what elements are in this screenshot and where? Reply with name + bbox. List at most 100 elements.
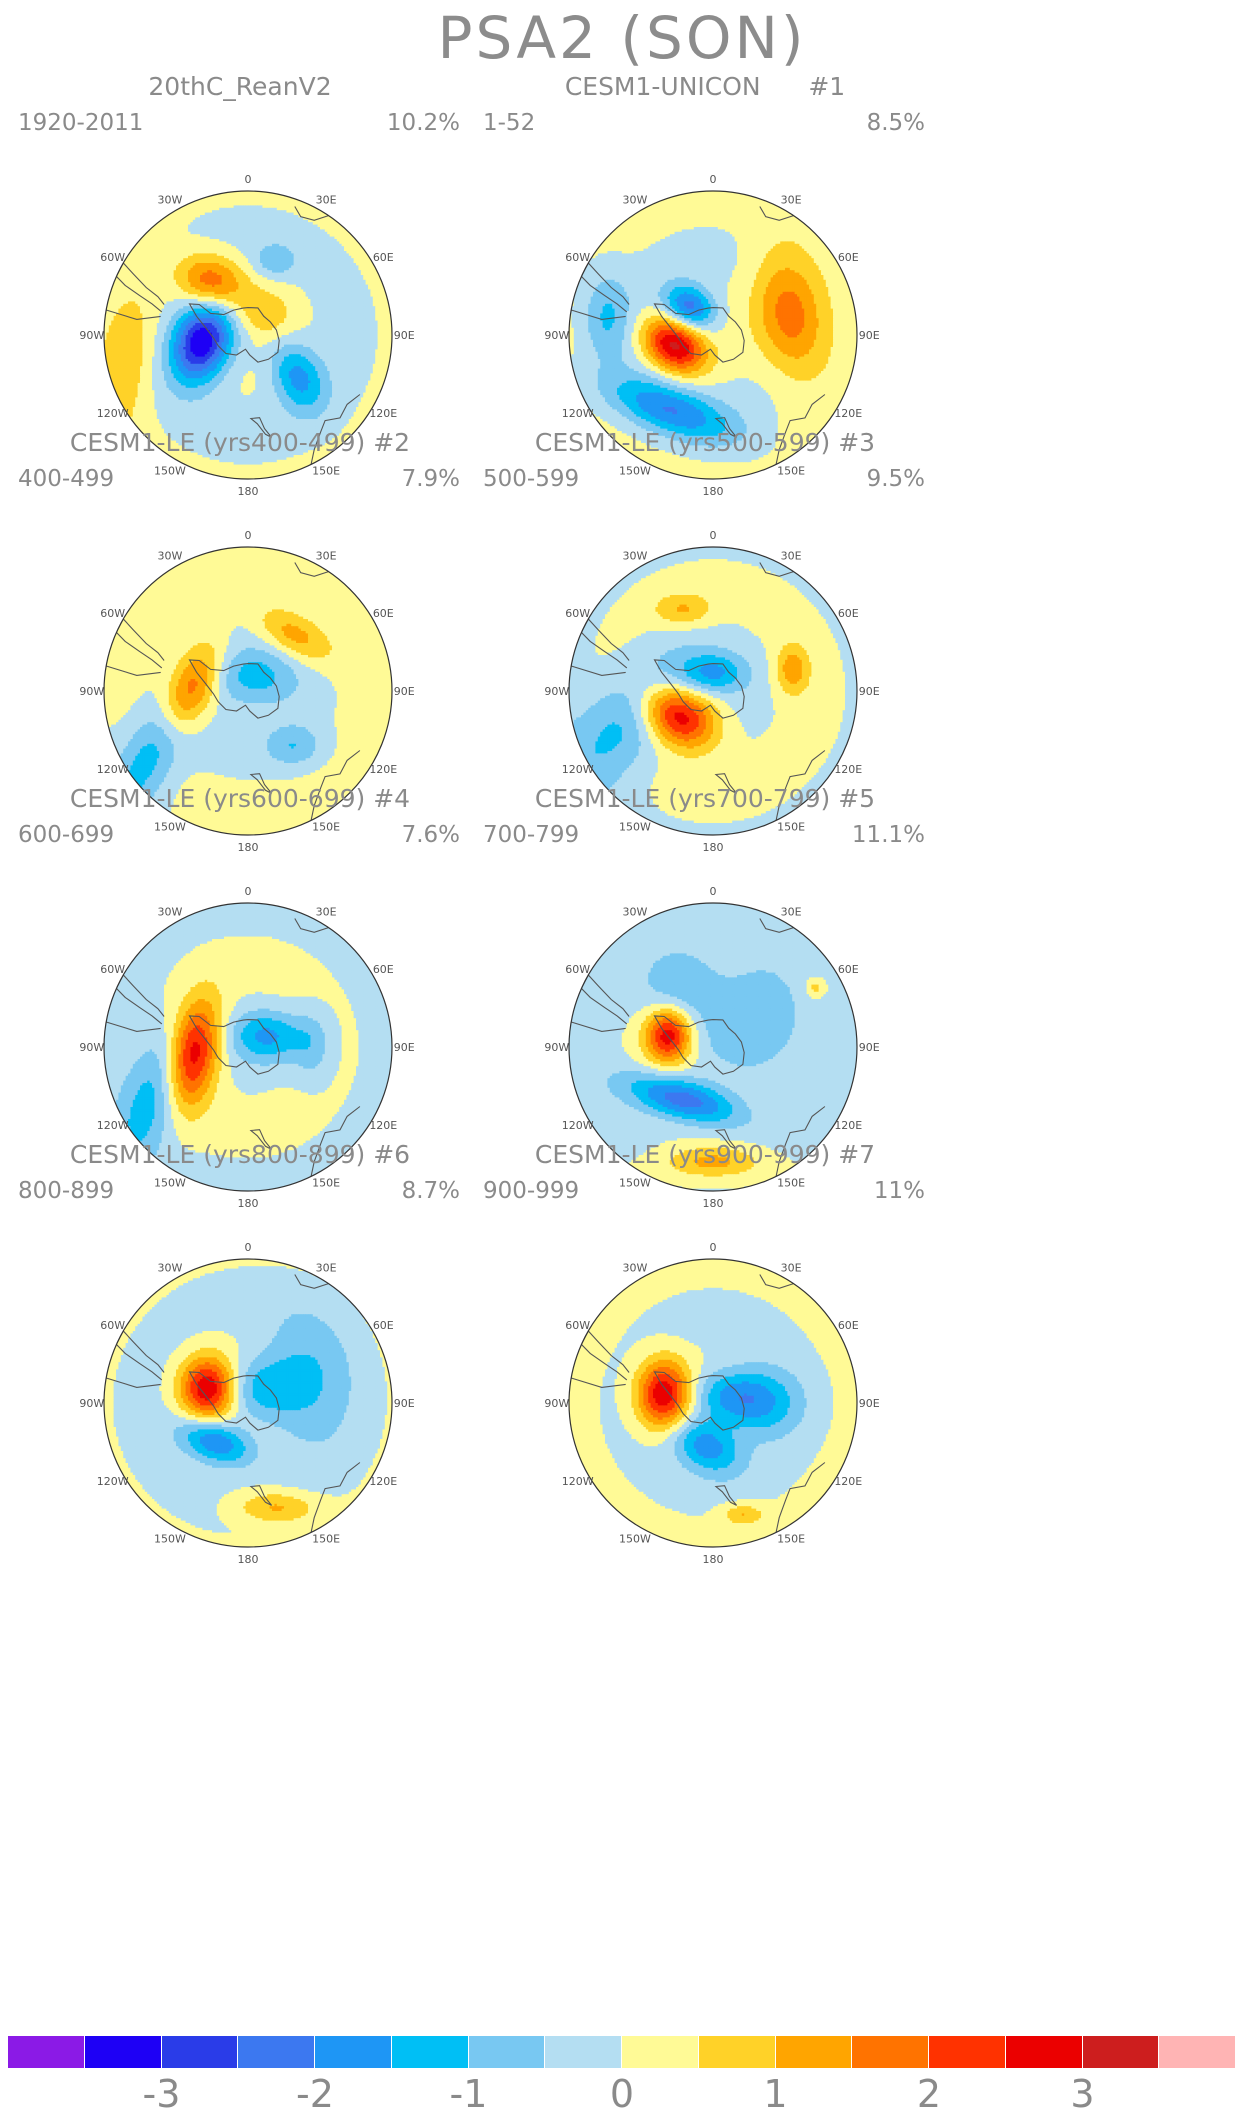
longitude-label: 120E [834,407,862,420]
longitude-label: 30E [781,550,802,563]
longitude-label: 30W [157,906,182,919]
colorbar-cell [929,2036,1006,2068]
longitude-label: 0 [245,529,252,542]
longitude-label: 30W [622,550,647,563]
longitude-label: 60E [838,251,859,264]
longitude-label: 150W [619,1532,651,1545]
longitude-label: 180 [238,1553,259,1566]
colorbar-cell [776,2036,853,2068]
longitude-label: 120E [369,763,397,776]
longitude-label: 30E [316,194,337,207]
colorbar-tick-label: 1 [763,2072,787,2116]
colorbar-tick-label: 3 [1070,2072,1094,2116]
longitude-label: 60E [838,963,859,976]
colorbar-cell [162,2036,239,2068]
longitude-label: 120E [834,1119,862,1132]
longitude-label: 0 [710,173,717,186]
colorbar-cell [85,2036,162,2068]
longitude-label: 120E [834,763,862,776]
longitude-label: 150E [777,1532,805,1545]
colorbar-cell [852,2036,929,2068]
longitude-label: 60E [373,963,394,976]
longitude-label: 90E [394,685,415,698]
longitude-label: 60E [373,607,394,620]
colorbar-cell [1083,2036,1160,2068]
longitude-label: 90E [394,329,415,342]
longitude-label: 120E [369,1119,397,1132]
longitude-label: 0 [710,885,717,898]
colorbar-cell [238,2036,315,2068]
longitude-label: 60W [100,251,125,264]
longitude-label: 90E [394,1041,415,1054]
longitude-label: 30W [622,906,647,919]
longitude-label: 30W [622,194,647,207]
longitude-label: 60E [838,607,859,620]
longitude-label: 60W [565,607,590,620]
longitude-label: 0 [245,885,252,898]
colorbar-tick-label: -1 [450,2072,488,2116]
colorbar-cell [545,2036,622,2068]
longitude-label: 60W [565,1319,590,1332]
figure-title: PSA2 (SON) [0,4,1244,72]
longitude-label: 30W [157,194,182,207]
longitude-label: 120E [369,407,397,420]
longitude-label: 30W [157,550,182,563]
longitude-label: 90E [859,685,880,698]
longitude-label: 120E [369,1475,397,1488]
longitude-label: 90W [544,329,569,342]
colorbar-cell [392,2036,469,2068]
longitude-label: 60W [100,1319,125,1332]
longitude-label: 0 [710,529,717,542]
longitude-label: 0 [710,1241,717,1254]
longitude-label: 30W [622,1262,647,1275]
longitude-label: 30E [781,194,802,207]
longitude-label: 30W [157,1262,182,1275]
colorbar-cell [622,2036,699,2068]
longitude-label: 90W [544,1041,569,1054]
longitude-label: 120W [97,407,129,420]
colorbar-tick-label: -2 [296,2072,334,2116]
longitude-label: 150E [312,1532,340,1545]
longitude-label: 60E [838,1319,859,1332]
longitude-label: 90W [79,329,104,342]
longitude-label: 90W [79,685,104,698]
longitude-label: 60W [565,251,590,264]
colorbar-cell [699,2036,776,2068]
longitude-label: 120E [834,1475,862,1488]
longitude-label: 90W [544,685,569,698]
longitude-label: 30E [316,1262,337,1275]
longitude-label: 60W [100,963,125,976]
longitude-label: 120W [562,407,594,420]
colorbar-cell [469,2036,546,2068]
colorbar-cell [1159,2036,1236,2068]
longitude-label: 60E [373,1319,394,1332]
longitude-label: 180 [703,1553,724,1566]
longitude-label: 60W [100,607,125,620]
longitude-label: 120W [97,1119,129,1132]
colorbar-cell [315,2036,392,2068]
colorbar-cell [8,2036,85,2068]
colorbar-tick-label: 0 [610,2072,634,2116]
colorbar-tick-label: 2 [917,2072,941,2116]
longitude-label: 90E [859,1397,880,1410]
longitude-label: 30E [316,550,337,563]
longitude-label: 90E [859,329,880,342]
longitude-label: 120W [562,1475,594,1488]
longitude-label: 150W [154,1532,186,1545]
anomaly-field [104,1259,392,1547]
anomaly-field [569,1259,857,1547]
longitude-label: 90E [859,1041,880,1054]
longitude-label: 30E [781,1262,802,1275]
longitude-label: 90W [79,1041,104,1054]
longitude-label: 60W [565,963,590,976]
longitude-label: 120W [562,1119,594,1132]
colorbar-tick-label: -3 [143,2072,181,2116]
longitude-label: 0 [245,173,252,186]
colorbar-cell [1006,2036,1083,2068]
longitude-label: 120W [97,1475,129,1488]
